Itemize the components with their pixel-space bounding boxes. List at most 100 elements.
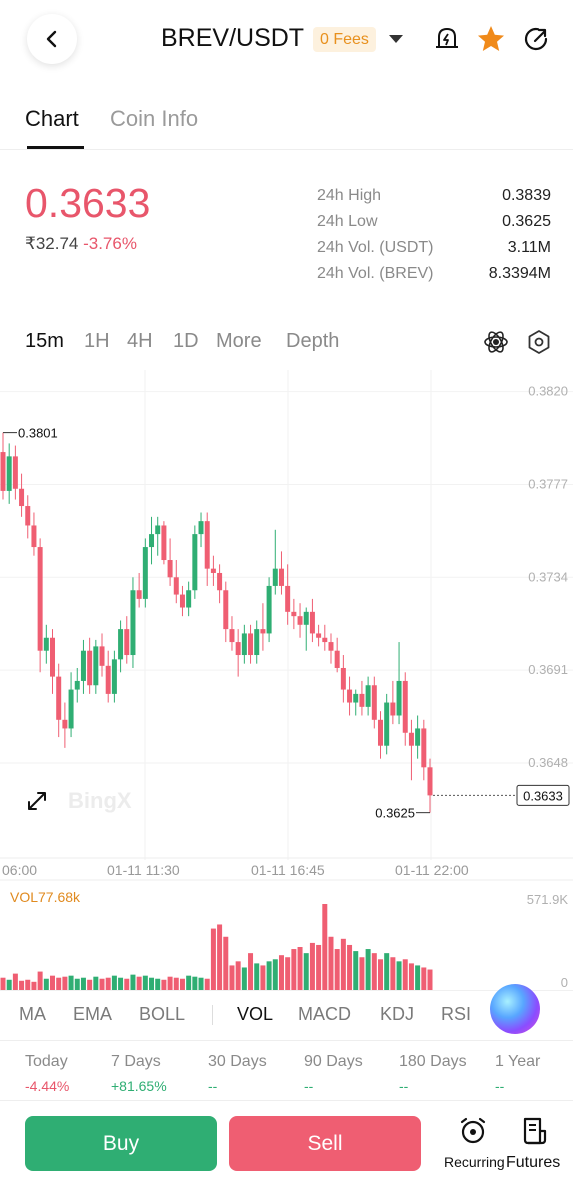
- futures-document-icon[interactable]: [520, 1116, 550, 1146]
- interval-15m[interactable]: 15m: [25, 330, 64, 352]
- perf-label-7d: 7 Days: [111, 1053, 161, 1070]
- candle-body: [316, 633, 322, 638]
- candle-body: [93, 646, 99, 686]
- perf-label-90d: 90 Days: [304, 1053, 363, 1070]
- volume-bar: [421, 967, 427, 990]
- volume-bar: [87, 979, 93, 990]
- interval-1h[interactable]: 1H: [84, 330, 110, 352]
- volume-bar: [396, 961, 402, 990]
- candles-group: [0, 432, 433, 813]
- candle-body: [74, 680, 80, 690]
- candle-body: [0, 452, 6, 491]
- fullscreen-expand-icon[interactable]: [28, 792, 46, 810]
- candle-body: [427, 767, 433, 796]
- indicator-macd[interactable]: MACD: [298, 1004, 351, 1024]
- candle-body: [161, 525, 167, 561]
- favorite-star-icon[interactable]: [476, 24, 506, 54]
- futures-label[interactable]: Futures: [506, 1154, 561, 1171]
- interval-4h[interactable]: 4H: [127, 330, 153, 352]
- candle-body: [25, 506, 31, 526]
- indicator-ema[interactable]: EMA: [73, 1004, 113, 1024]
- share-icon[interactable]: [521, 24, 551, 54]
- candle-body: [408, 732, 414, 746]
- price-tick-label: 0.3648: [528, 755, 568, 770]
- buy-button[interactable]: Buy: [25, 1116, 217, 1171]
- indicator-boll[interactable]: BOLL: [139, 1004, 186, 1024]
- candle-body: [384, 702, 390, 746]
- volume-bar: [31, 981, 37, 990]
- candlestick-chart[interactable]: BingX 0.3820 0.3777 0.3734 0.3691 0.3648 06:…: [0, 370, 573, 990]
- recurring-label[interactable]: Recurring: [444, 1154, 505, 1170]
- stat-label-24h-high: 24h High: [317, 187, 382, 204]
- volume-bar: [408, 963, 414, 990]
- volume-bar: [260, 965, 266, 990]
- volume-bar: [173, 977, 179, 990]
- sell-button[interactable]: Sell: [229, 1116, 421, 1171]
- volume-bar: [278, 955, 284, 990]
- tab-coin-info[interactable]: Coin Info: [110, 106, 199, 131]
- recurring-alarm-clock-icon[interactable]: [458, 1116, 488, 1146]
- price-axis-labels: 0.3820 0.3777 0.3734 0.3691 0.3648: [528, 384, 568, 770]
- back-button[interactable]: [27, 14, 77, 64]
- candle-body: [167, 560, 173, 578]
- volume-bar: [68, 975, 74, 990]
- interval-depth[interactable]: Depth: [286, 330, 340, 352]
- indicator-tabs: MA EMA BOLL VOL MACD KDJ RSI: [0, 990, 573, 1036]
- bottom-action-bar: Buy Sell Recurring Futures: [0, 1100, 573, 1199]
- candle-body: [43, 637, 49, 651]
- interval-selector: 15m 1H 4H 1D More Depth: [0, 328, 573, 358]
- volume-bar: [136, 976, 142, 990]
- indicator-kdj[interactable]: KDJ: [380, 1004, 415, 1024]
- candle-body: [179, 594, 185, 608]
- volume-bar: [415, 965, 421, 990]
- candle-body: [309, 611, 315, 634]
- candle-body: [353, 693, 359, 703]
- candle-body: [359, 693, 365, 707]
- perf-label-180d: 180 Days: [399, 1053, 467, 1070]
- candle-body: [415, 728, 421, 746]
- price-tick-label: 0.3777: [528, 476, 568, 491]
- volume-bar: [371, 953, 377, 990]
- candle-body: [62, 719, 68, 729]
- indicator-vol[interactable]: VOL: [237, 1004, 274, 1024]
- tab-chart[interactable]: Chart: [25, 106, 79, 131]
- indicator-ma[interactable]: MA: [19, 1004, 46, 1024]
- volume-bar: [198, 977, 204, 990]
- candle-body: [235, 642, 241, 656]
- volume-bar: [111, 975, 117, 990]
- candle-body: [80, 650, 86, 681]
- indicator-tools-icon[interactable]: [482, 328, 510, 356]
- candle-body: [111, 659, 117, 694]
- candle-body: [278, 568, 284, 586]
- active-tab-indicator: [27, 146, 84, 149]
- volume-bar: [266, 961, 272, 990]
- volume-bar: [248, 953, 254, 990]
- perf-value-1y: --: [495, 1078, 505, 1094]
- candle-body: [173, 577, 179, 595]
- perf-label-1y: 1 Year: [495, 1053, 541, 1070]
- volume-bar: [210, 928, 216, 990]
- time-tick-label: 01-11 11:30: [107, 862, 180, 878]
- high-marker-label: 0.3801: [18, 426, 58, 441]
- volume-bar: [155, 978, 161, 990]
- stat-label-24h-low: 24h Low: [317, 213, 378, 230]
- volume-bar: [142, 975, 148, 990]
- candle-body: [217, 572, 223, 591]
- candle-body: [266, 585, 272, 634]
- volume-bar: [50, 975, 56, 990]
- chart-settings-icon[interactable]: [526, 329, 552, 355]
- ai-assistant-icon[interactable]: [490, 984, 540, 1034]
- volume-bar: [297, 947, 303, 990]
- volume-bar: [427, 969, 433, 990]
- chart-annotations: 0.3801 0.3625 0.3633: [3, 426, 570, 821]
- interval-1d[interactable]: 1D: [173, 330, 199, 352]
- pair-dropdown-caret-icon[interactable]: [389, 35, 403, 43]
- price-alert-bell-icon[interactable]: [432, 24, 462, 54]
- candle-body: [50, 637, 56, 677]
- trading-pair-title[interactable]: BREV/USDT: [161, 24, 305, 52]
- bingx-watermark: BingX: [68, 788, 132, 813]
- volume-bar: [167, 976, 173, 990]
- indicator-rsi[interactable]: RSI: [441, 1004, 472, 1024]
- interval-more[interactable]: More: [216, 330, 262, 352]
- candle-body: [56, 676, 62, 720]
